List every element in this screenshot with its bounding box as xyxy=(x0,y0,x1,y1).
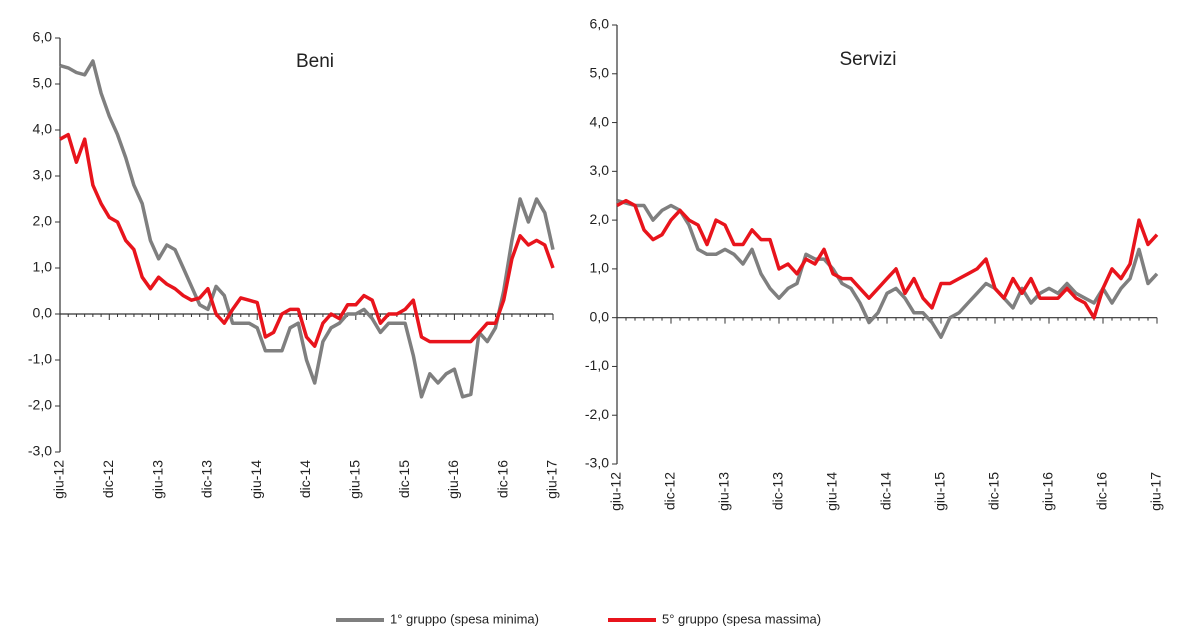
y-tick-label: 5,0 xyxy=(590,64,610,80)
legend-label: 1° gruppo (spesa minima) xyxy=(390,611,539,626)
y-tick-label: -3,0 xyxy=(585,455,609,471)
y-tick-label: -2,0 xyxy=(28,397,52,413)
x-tick-label: dic-14 xyxy=(297,460,313,498)
y-tick-label: 3,0 xyxy=(590,162,610,178)
y-tick-label: 4,0 xyxy=(590,113,610,129)
x-tick-label: dic-15 xyxy=(396,460,412,498)
chart-panel: Beni -3,0 -2,0 -1,0 0,0 1,0 2,0 3,0 4,0 5,0 6,0 giu… xyxy=(28,29,560,499)
y-tick-label: 1,0 xyxy=(590,260,610,276)
legend: 1° gruppo (spesa minima) 5° gruppo (spesa… xyxy=(336,611,821,626)
y-tick-label: 6,0 xyxy=(590,16,610,32)
chart-title: Beni xyxy=(296,51,334,72)
y-tick-label: -1,0 xyxy=(585,357,609,373)
series-line xyxy=(59,132,555,348)
x-tick-label: dic-12 xyxy=(100,460,116,498)
x-tick-label: giu-14 xyxy=(248,460,264,499)
x-tick-label: dic-13 xyxy=(770,472,786,510)
y-tick-label: 2,0 xyxy=(590,211,610,227)
x-tick-label: giu-17 xyxy=(1148,472,1164,511)
y-tick-label: 1,0 xyxy=(33,259,53,275)
y-tick-label: 6,0 xyxy=(33,29,53,45)
x-tick-label: dic-16 xyxy=(1094,472,1110,510)
y-tick-label: -3,0 xyxy=(28,443,52,459)
x-tick-label: giu-14 xyxy=(824,472,840,511)
chart-title: Servizi xyxy=(839,49,896,70)
series-line xyxy=(616,198,1159,320)
y-tick-label: -2,0 xyxy=(585,406,609,422)
x-tick-label: giu-13 xyxy=(149,460,165,499)
series-line xyxy=(59,59,555,399)
y-tick-label: -1,0 xyxy=(28,351,52,367)
x-tick-label: giu-15 xyxy=(932,472,948,511)
x-tick-label: giu-16 xyxy=(445,460,461,499)
x-tick-label: giu-16 xyxy=(1040,472,1056,511)
y-tick-label: 4,0 xyxy=(33,121,53,137)
x-tick-label: giu-15 xyxy=(347,460,363,499)
series-line xyxy=(616,198,1159,339)
x-tick-label: giu-13 xyxy=(716,472,732,511)
y-tick-label: 3,0 xyxy=(33,167,53,183)
x-tick-label: dic-14 xyxy=(878,472,894,510)
x-tick-label: giu-17 xyxy=(544,460,560,499)
y-tick-label: 0,0 xyxy=(33,305,53,321)
y-tick-label: 2,0 xyxy=(33,213,53,229)
x-tick-label: giu-12 xyxy=(51,460,67,499)
y-tick-label: 0,0 xyxy=(590,308,610,324)
x-tick-label: dic-16 xyxy=(494,460,510,498)
chart-panel: Servizi -3,0 -2,0 -1,0 0,0 1,0 2,0 3,0 4,0 5,0 6,0… xyxy=(585,16,1164,511)
x-tick-label: giu-12 xyxy=(608,472,624,511)
legend-label: 5° gruppo (spesa massima) xyxy=(662,611,821,626)
x-tick-label: dic-12 xyxy=(662,472,678,510)
x-tick-label: dic-13 xyxy=(199,460,215,498)
x-tick-label: dic-15 xyxy=(986,472,1002,510)
y-tick-label: 5,0 xyxy=(33,75,53,91)
